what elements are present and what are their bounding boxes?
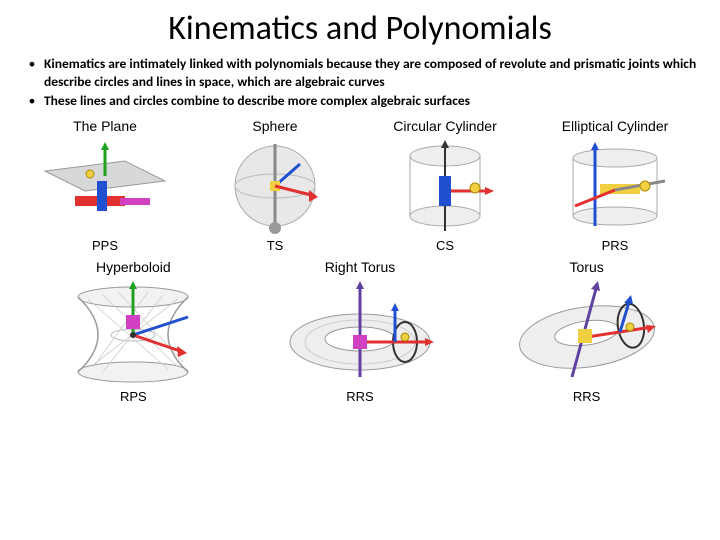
slide: Kinematics and Polynomials • Kinematics … [0,0,720,540]
cell-elliptical-cylinder: Elliptical Cylinder PRS [530,118,700,253]
circular-cylinder-diagram [375,136,515,236]
cell-header: Circular Cylinder [393,118,496,134]
cell-header: Sphere [252,118,297,134]
page-title: Kinematics and Polynomials [20,8,700,49]
cell-header: Right Torus [325,259,396,275]
bullet-list: • Kinematics are intimately linked with … [20,55,700,110]
cell-footer: CS [436,238,454,253]
cell-torus: Torus RRS [474,259,698,404]
bullet-marker: • [20,55,44,90]
cell-header: The Plane [73,118,137,134]
bullet-item: • Kinematics are intimately linked with … [20,55,700,90]
plane-diagram [35,136,175,236]
cell-circular-cylinder: Circular Cylinder CS [360,118,530,253]
cell-footer: PPS [92,238,118,253]
cell-header: Elliptical Cylinder [562,118,669,134]
cell-header: Torus [570,259,604,275]
torus-diagram [502,277,672,387]
hyperboloid-diagram [48,277,218,387]
cell-hyperboloid: Hyperboloid RPS [21,259,245,404]
cell-right-torus: Right Torus RRS [248,259,472,404]
sphere-diagram [205,136,345,236]
cell-footer: TS [267,238,284,253]
cell-plane: The Plane PPS [20,118,190,253]
cell-footer: PRS [602,238,629,253]
cell-footer: RPS [120,389,147,404]
diagram-row-1: The Plane PPS Sphere [20,118,700,253]
diagram-row-2: Hyperboloid RPS [20,259,700,404]
right-torus-diagram [275,277,445,387]
elliptical-cylinder-diagram [545,136,685,236]
cell-header: Hyperboloid [96,259,171,275]
bullet-text: Kinematics are intimately linked with po… [44,55,700,90]
cell-footer: RRS [346,389,373,404]
cell-footer: RRS [573,389,600,404]
cell-sphere: Sphere TS [190,118,360,253]
bullet-text: These lines and circles combine to descr… [44,92,700,110]
bullet-marker: • [20,92,44,110]
bullet-item: • These lines and circles combine to des… [20,92,700,110]
